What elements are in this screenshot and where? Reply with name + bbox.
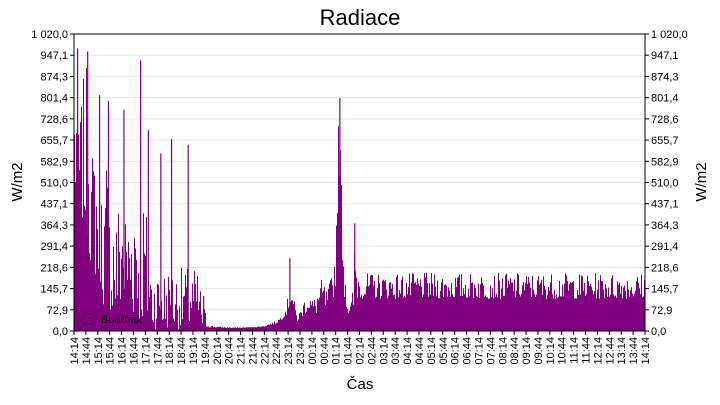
x-tick-label: 05:44 (438, 337, 450, 365)
x-tick-label: 23:14 (283, 337, 295, 365)
y-tick-label-right: 218,6 (651, 262, 679, 274)
y-tick-label-right: 291,4 (651, 241, 679, 253)
x-tick-label: 01:14 (331, 337, 343, 365)
x-axis-label: Čas (347, 376, 374, 393)
y-tick-label-right: 655,7 (651, 135, 679, 147)
x-tick-label: 09:44 (533, 337, 545, 365)
y-tick-label-left: 145,7 (40, 284, 68, 296)
x-tick-label: 04:14 (402, 337, 414, 365)
x-tick-label: 11:14 (569, 337, 581, 364)
y-tick-label-left: 655,7 (40, 135, 68, 147)
y-tick-label-right: 437,1 (651, 199, 679, 211)
y-tick-label-left: 437,1 (40, 199, 68, 211)
y-tick-label-right: 801,4 (651, 93, 679, 105)
axes: 0,0 0,0 72,9 72,9 145,7 145,7 218,6 218,6 291,4 2… (31, 29, 687, 365)
x-tick-label: 10:14 (545, 337, 557, 365)
y-tick-label-left: 947,1 (40, 50, 68, 62)
x-tick-label: 22:44 (271, 337, 283, 365)
y-tick-label-left: 582,9 (40, 156, 68, 168)
x-tick-label: 02:14 (355, 337, 367, 365)
y-tick-label-right: 72,9 (651, 305, 672, 317)
chart-title: Radiace (320, 5, 401, 30)
y-tick-label-right: 728,6 (651, 114, 679, 126)
x-tick-label: 04:44 (414, 337, 426, 365)
x-tick-label: 06:44 (462, 337, 474, 365)
y-axis-label-right: W/m2 (693, 162, 710, 201)
x-tick-label: 20:44 (224, 337, 236, 365)
y-tick-label-left: 0,0 (53, 326, 68, 338)
x-tick-label: 16:44 (128, 337, 140, 365)
y-tick-label-right: 364,3 (651, 220, 679, 232)
y-tick-label-right: 874,3 (651, 71, 679, 83)
y-tick-label-left: 1 020,0 (31, 29, 68, 41)
y-tick-label-left: 218,6 (40, 262, 68, 274)
x-tick-label: 06:14 (450, 337, 462, 365)
x-tick-label: 17:14 (140, 337, 152, 365)
x-tick-label: 19:14 (188, 337, 200, 365)
x-tick-label: 15:14 (93, 337, 105, 365)
x-tick-label: 00:14 (307, 337, 319, 365)
x-tick-label: 16:14 (117, 337, 129, 365)
x-tick-label: 01:44 (343, 337, 355, 365)
y-tick-label-right: 145,7 (651, 284, 679, 296)
legend-label: Bouřňák (101, 314, 142, 326)
y-axis-label-left: W/m2 (9, 162, 26, 201)
x-tick-label: 00:44 (319, 337, 331, 365)
y-tick-label-left: 801,4 (40, 93, 68, 105)
y-tick-label-right: 1 020,0 (651, 29, 688, 41)
x-tick-label: 18:44 (176, 337, 188, 365)
x-tick-label: 14:14 (640, 337, 652, 365)
x-tick-label: 20:14 (212, 337, 224, 365)
legend: Bouřňák (81, 313, 142, 326)
x-tick-label: 15:44 (105, 337, 117, 365)
x-tick-label: 03:14 (378, 337, 390, 365)
x-tick-label: 09:14 (521, 337, 533, 365)
x-tick-label: 23:44 (295, 337, 307, 365)
plot-area (73, 48, 646, 331)
x-tick-label: 17:44 (152, 337, 164, 365)
y-tick-label-left: 291,4 (40, 241, 68, 253)
legend-swatch (81, 313, 93, 325)
x-tick-label: 21:44 (247, 337, 259, 365)
y-tick-label-left: 72,9 (47, 305, 68, 317)
x-tick-label: 03:44 (390, 337, 402, 365)
x-tick-label: 18:14 (164, 337, 176, 365)
x-tick-label: 05:14 (426, 337, 438, 365)
x-tick-label: 21:14 (236, 337, 248, 365)
y-tick-label-left: 510,0 (40, 178, 68, 190)
y-tick-label-right: 582,9 (651, 156, 679, 168)
x-tick-label: 13:14 (616, 337, 628, 365)
x-tick-label: 02:44 (366, 337, 378, 365)
x-tick-label: 13:44 (628, 337, 640, 365)
x-tick-label: 10:44 (557, 337, 569, 365)
x-tick-label: 19:44 (200, 337, 212, 365)
y-tick-label-right: 510,0 (651, 178, 679, 190)
x-tick-label: 12:14 (592, 337, 604, 365)
x-tick-label: 08:14 (497, 337, 509, 365)
y-tick-label-left: 364,3 (40, 220, 68, 232)
x-tick-label: 11:44 (581, 337, 593, 364)
y-tick-label-right: 947,1 (651, 50, 679, 62)
y-tick-label-right: 0,0 (651, 326, 666, 338)
x-tick-label: 12:44 (604, 337, 616, 365)
x-tick-label: 08:44 (509, 337, 521, 365)
x-tick-label: 07:44 (485, 337, 497, 365)
y-tick-label-left: 874,3 (40, 71, 68, 83)
y-tick-label-left: 728,6 (40, 114, 68, 126)
x-tick-label: 14:44 (81, 337, 93, 365)
x-tick-label: 22:14 (259, 337, 271, 365)
x-tick-label: 14:14 (69, 337, 81, 365)
x-tick-label: 07:14 (473, 337, 485, 365)
